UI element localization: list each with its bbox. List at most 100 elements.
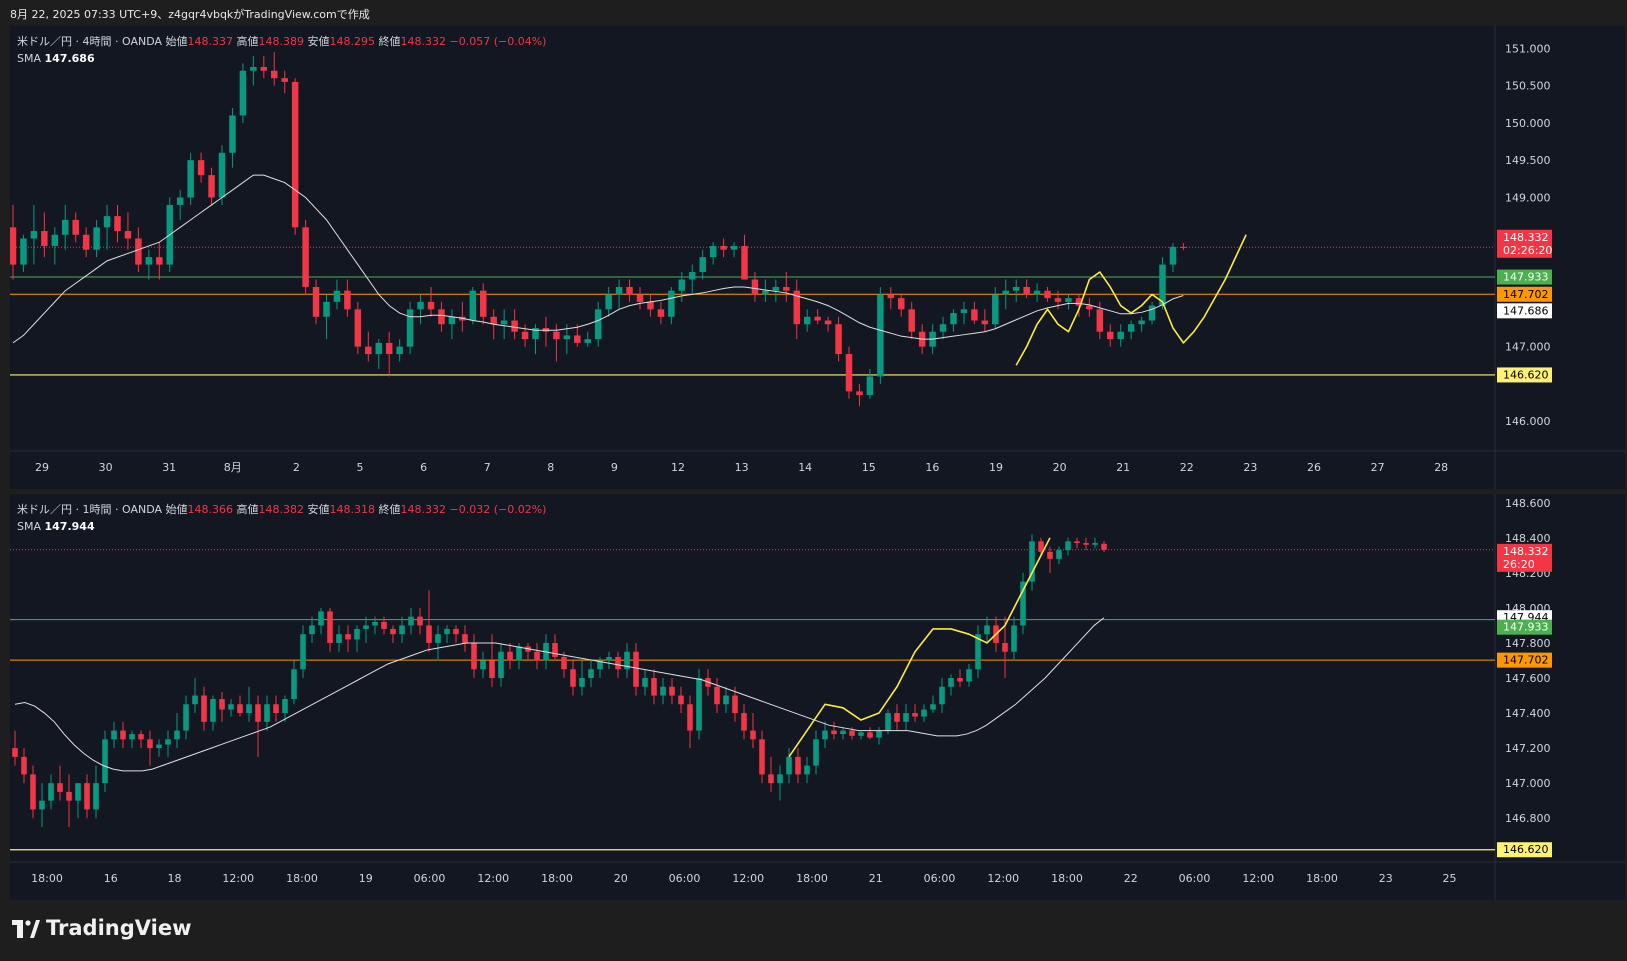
bottom-x-tick-label: 23	[1379, 872, 1393, 885]
bottom-candle-body	[894, 713, 900, 722]
top-candle-body	[563, 335, 571, 340]
bottom-symbol[interactable]: 米ドル／円 · 1時間 · OANDA	[17, 503, 162, 516]
bottom-candle-body	[102, 739, 108, 784]
bottom-candle-body	[48, 783, 54, 801]
top-candle-body	[250, 67, 257, 71]
bottom-candle-body	[849, 730, 855, 736]
top-legend-sma[interactable]: SMA 147.686	[17, 50, 546, 67]
top-x-tick-label: 29	[35, 461, 49, 474]
bottom-candle-body	[516, 646, 522, 661]
bottom-candle-body	[471, 642, 477, 670]
top-candle-body	[992, 294, 999, 325]
bottom-candle-body	[642, 678, 648, 687]
bottom-candle-body	[399, 625, 405, 635]
bottom-candle-body	[39, 800, 45, 810]
bottom-candle-body	[1038, 541, 1044, 552]
bottom-change-value: −0.032 (−0.02%)	[449, 503, 547, 516]
bottom-legend-sma[interactable]: SMA 147.944	[17, 518, 546, 535]
bottom-price-tag-countdown: 26:20	[1503, 558, 1535, 571]
top-candle-body	[605, 294, 612, 310]
bottom-candle-body	[426, 625, 432, 643]
top-candle-body	[438, 309, 445, 325]
top-candle-body	[480, 290, 487, 317]
bottom-candle-body	[12, 748, 18, 757]
bottom-candle-body	[651, 678, 657, 696]
bottom-price-tag	[1497, 619, 1552, 635]
top-candle-body	[689, 272, 696, 280]
top-y-tick-label: 149.000	[1505, 191, 1551, 204]
bottom-candle-body	[750, 730, 756, 740]
bottom-candle-body	[831, 730, 837, 735]
top-legend-line1: 米ドル／円 · 4時間 · OANDA 始値148.337 高値148.389 …	[17, 33, 546, 50]
bottom-sma-line	[14, 617, 1105, 772]
bottom-y-tick-label: 147.600	[1505, 672, 1551, 685]
bottom-candle-body	[1011, 625, 1017, 652]
bottom-candle-body	[309, 625, 315, 635]
bottom-candle-body	[840, 730, 846, 735]
bottom-drawn-path	[788, 537, 1051, 758]
bottom-candle-body	[390, 628, 396, 635]
bottom-price-tag	[1497, 652, 1552, 668]
top-candle-body	[1065, 298, 1072, 302]
top-price-tag	[1497, 229, 1552, 258]
top-x-tick-label: 15	[862, 461, 876, 474]
top-x-tick-label: 27	[1371, 461, 1385, 474]
bottom-candle-body	[84, 783, 90, 810]
bottom-candle-body	[624, 651, 630, 670]
bottom-x-tick-label: 20	[614, 872, 628, 885]
top-y-tick-label: 151.000	[1505, 42, 1551, 55]
top-x-tick-label: 9	[611, 461, 618, 474]
top-x-tick-label: 16	[925, 461, 939, 474]
top-candle-body	[448, 316, 456, 325]
bottom-candle-body	[984, 625, 990, 635]
bottom-candle-body	[381, 621, 387, 629]
bottom-x-tick-label: 06:00	[924, 872, 956, 885]
top-x-tick-label: 23	[1243, 461, 1257, 474]
bottom-chart-svg[interactable]: 148.600148.400148.200148.000147.800147.6…	[10, 494, 1625, 900]
top-x-tick-label: 5	[357, 461, 364, 474]
top-drawn-path	[1015, 234, 1247, 366]
bottom-x-tick-label: 18:00	[286, 872, 318, 885]
top-candle-body	[699, 257, 706, 273]
top-candle-body	[626, 286, 633, 295]
bottom-candle-body	[174, 730, 180, 740]
bottom-open-value: 148.366	[187, 503, 234, 516]
bottom-candle-body	[597, 660, 603, 670]
bottom-candle-body	[318, 611, 324, 626]
tradingview-logo[interactable]: TradingView	[12, 916, 191, 940]
top-x-tick-label: 22	[1180, 461, 1194, 474]
bottom-x-tick-label: 12:00	[732, 872, 764, 885]
top-candle-body	[187, 160, 194, 198]
bottom-y-tick-label: 147.200	[1505, 742, 1551, 755]
bottom-candle-body	[921, 709, 927, 717]
bottom-candle-body	[606, 656, 612, 661]
top-y-tick-label: 150.000	[1505, 117, 1551, 130]
top-candle-body	[1138, 320, 1145, 325]
top-chart-panel[interactable]: 151.000150.500150.000149.500149.000148.5…	[10, 26, 1625, 489]
top-candle-body	[41, 231, 48, 246]
bottom-candle-body	[66, 791, 72, 801]
bottom-legend: 米ドル／円 · 1時間 · OANDA 始値148.366 高値148.382 …	[17, 501, 546, 535]
top-candle-body	[93, 227, 100, 250]
bottom-candle-body	[165, 739, 171, 745]
bottom-x-tick-label: 12:00	[987, 872, 1019, 885]
top-chart-svg[interactable]: 151.000150.500150.000149.500149.000148.5…	[10, 26, 1625, 489]
bottom-candle-body	[975, 634, 981, 670]
top-x-tick-label: 8月	[224, 461, 242, 474]
bottom-candle-body	[741, 713, 747, 731]
bottom-y-tick-label: 148.400	[1505, 532, 1551, 545]
bottom-candle-body	[489, 660, 495, 678]
top-candle-body	[62, 219, 69, 235]
top-candle-body	[239, 70, 247, 116]
top-candle-body	[615, 286, 623, 295]
top-candle-body	[981, 320, 989, 325]
top-candle-body	[333, 290, 341, 302]
bottom-price-tag	[1497, 842, 1552, 858]
top-symbol[interactable]: 米ドル／円 · 4時間 · OANDA	[17, 35, 162, 48]
top-candle-body	[1107, 331, 1114, 340]
top-candle-body	[30, 231, 38, 239]
top-candle-body	[312, 286, 320, 317]
top-candle-body	[72, 219, 79, 235]
bottom-candle-body	[660, 686, 666, 696]
bottom-chart-panel[interactable]: 148.600 148.400 148.200 148.000 147.800 147.6…	[10, 494, 1625, 900]
